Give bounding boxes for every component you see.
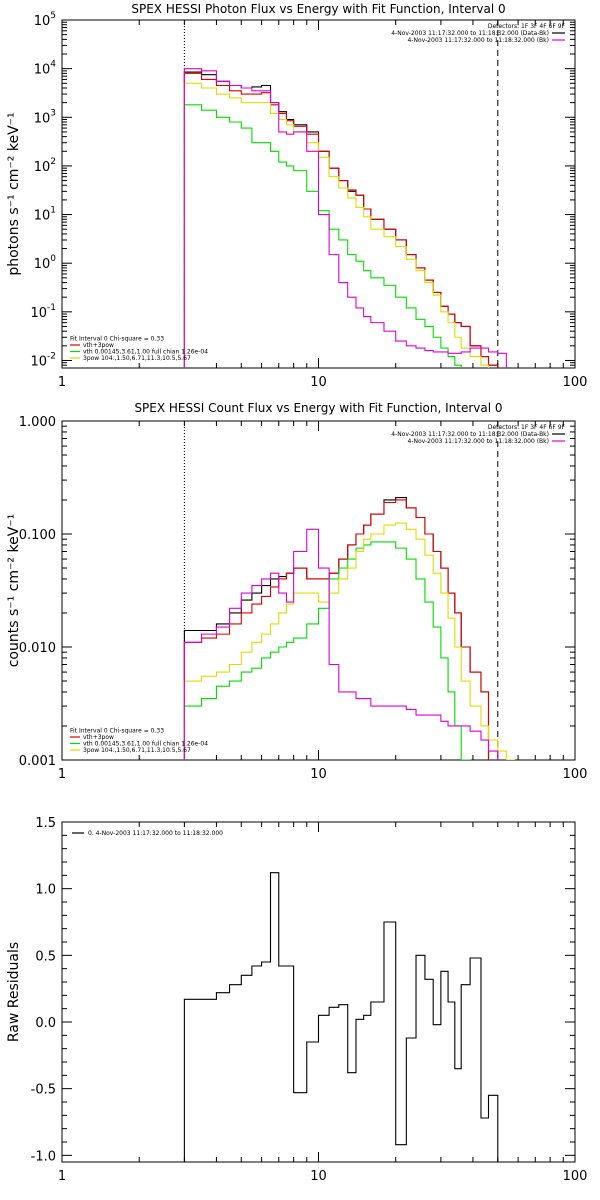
x-tick-label: 100 <box>563 767 588 782</box>
chart-1: SPEX HESSI Photon Flux vs Energy with Fi… <box>6 2 587 390</box>
x-tick-label: 1 <box>58 1169 66 1184</box>
series-1-line <box>183 71 499 368</box>
chart-3: 1 10 100 -1.0 -0.5 0.0 0.5 1.0 1.5 Raw Residuals 0… <box>6 816 587 1184</box>
legend-entry-text: vth 0.00145,3.61,1.00 full chian 1.26e-0… <box>83 741 208 748</box>
y-tick-label: 10-1 <box>30 303 56 321</box>
x-tick-label: 100 <box>563 1169 588 1184</box>
y-tick-label: 0.010 <box>19 641 56 656</box>
y-tick-label: 0.0 <box>35 1016 56 1031</box>
series-3-line <box>183 104 462 368</box>
y-tick-label: 1.000 <box>19 415 56 430</box>
y-tick-label: -1.0 <box>31 1149 56 1164</box>
legend-entry-text: vth+3pow <box>83 342 114 349</box>
x-tick-label: 10 <box>310 375 327 390</box>
legend-entry-text: 3pow 104.,1.50,6.71,11.3,10.5,5.67 <box>83 355 191 362</box>
y-tick-label: 10-2 <box>30 351 56 369</box>
chart-2: SPEX HESSI Count Flux vs Energy with Fit… <box>6 401 587 782</box>
legend-entry-text: 4-Nov-2003 11:17:32.000 to 11:18:32.000 … <box>391 30 549 37</box>
legend-top-right: Detectors: 1F 3F 4F 6F 9F4-Nov-2003 11:1… <box>391 424 565 445</box>
legend-header: Detectors: 1F 3F 4F 6F 9F <box>488 23 566 30</box>
x-tick-label: 10 <box>310 1169 327 1184</box>
legend-entry-text: 4-Nov-2003 11:17:32.000 to 11:18:32.000 … <box>407 438 549 445</box>
legend-bottom-left: Fit Interval 0 Chi-square = 0.33vth+3pow… <box>70 728 208 754</box>
x-tick-label: 10 <box>310 767 327 782</box>
y-axis-label: counts s⁻¹ cm⁻² keV⁻¹ <box>6 514 22 668</box>
series-5-line <box>183 68 507 368</box>
y-tick-label: 103 <box>34 108 56 126</box>
y-tick-label: 101 <box>34 206 56 224</box>
legend-bottom-left: Fit Interval 0 Chi-square = 0.33vth+3pow… <box>70 336 208 362</box>
x-tick-label: 100 <box>563 375 588 390</box>
series-5-line <box>183 528 499 760</box>
legend-entry-text: 4-Nov-2003 11:17:32.000 to 11:18:32.000 … <box>391 431 549 438</box>
legend-entry-text: vth+3pow <box>83 734 114 741</box>
series-2-line <box>183 72 499 368</box>
x-tick-label: 1 <box>58 767 66 782</box>
y-tick-label: 105 <box>34 11 56 29</box>
legend-entry-text: 3pow 104.,1.50,6.71,11.3,10.5,5.67 <box>83 747 191 754</box>
y-tick-label: 1.5 <box>35 816 56 831</box>
y-tick-label: 0.5 <box>35 949 56 964</box>
y-axis-label: Raw Residuals <box>6 942 22 1042</box>
legend-header: Fit Interval 0 Chi-square = 0.33 <box>70 336 164 343</box>
legend-header: Detectors: 1F 3F 4F 6F 9F <box>488 424 566 431</box>
legend-top-left: 0. 4-Nov-2003 11:17:32.000 to 11:18:32.0… <box>72 830 223 837</box>
y-tick-label: 102 <box>34 157 56 175</box>
y-tick-label: 104 <box>34 60 57 78</box>
legend-entry-text: vth 0.00145,3.61,1.00 full chian 1.26e-0… <box>83 349 208 356</box>
y-axis-label: photons s⁻¹ cm⁻² keV⁻¹ <box>6 112 22 275</box>
y-tick-label: 1.0 <box>35 883 56 898</box>
legend-entry-text: 0. 4-Nov-2003 11:17:32.000 to 11:18:32.0… <box>88 830 223 837</box>
legend-header: Fit Interval 0 Chi-square = 0.33 <box>70 728 164 735</box>
series-4-line <box>183 522 515 760</box>
y-tick-label: 0.100 <box>19 528 56 543</box>
x-tick-label: 1 <box>58 375 66 390</box>
legend-entry-text: 4-Nov-2003 11:17:32.000 to 11:18:32.000 … <box>407 37 549 44</box>
y-tick-label: 100 <box>34 254 57 272</box>
series-1-line <box>183 872 499 1162</box>
y-tick-label: 0.001 <box>19 754 56 769</box>
chart-title: SPEX HESSI Photon Flux vs Energy with Fi… <box>131 2 505 16</box>
chart-title: SPEX HESSI Count Flux vs Energy with Fit… <box>134 401 502 415</box>
series-3-line <box>183 541 471 760</box>
series-2-line <box>183 499 490 760</box>
series-4-line <box>183 82 490 368</box>
legend-top-right: Detectors: 1F 3F 4F 6F 9F4-Nov-2003 11:1… <box>391 23 565 44</box>
y-tick-label: -0.5 <box>31 1083 56 1098</box>
